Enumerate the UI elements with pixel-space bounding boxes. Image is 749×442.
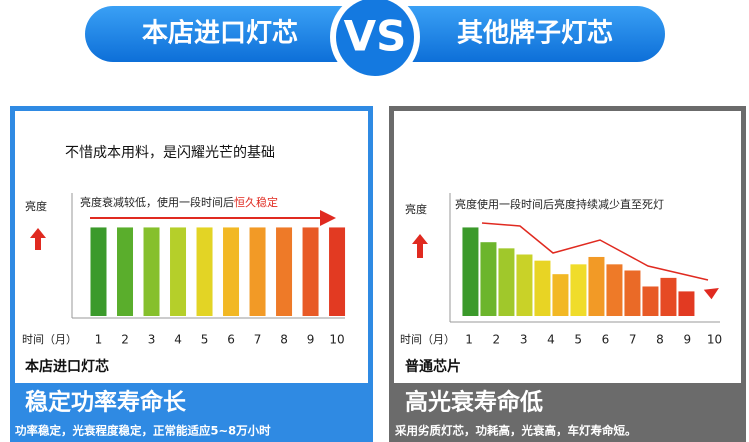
- x-tick-label: 8: [656, 333, 664, 347]
- bar: [642, 286, 659, 316]
- bar: [606, 264, 623, 316]
- bar: [516, 254, 533, 316]
- bar: [552, 274, 569, 316]
- banner-sub: 功率稳定，光衰程度稳定，正常能适应5~8万小时: [15, 424, 271, 438]
- x-tick-label: 5: [201, 333, 209, 347]
- banner-sub: 采用劣质灯芯，功耗高，光衰高，车灯寿命短。: [394, 424, 637, 438]
- bar: [660, 277, 677, 316]
- bar: [588, 256, 605, 316]
- trend-head: [703, 288, 719, 300]
- bar: [329, 227, 346, 316]
- x-tick-label: 7: [254, 333, 262, 347]
- x-label: 时间（月）: [400, 333, 455, 346]
- x-tick-label: 8: [280, 333, 288, 347]
- bar: [143, 227, 160, 316]
- x-tick-label: 4: [174, 333, 182, 347]
- x-tick-label: 1: [465, 333, 473, 347]
- x-tick-label: 3: [520, 333, 528, 347]
- caption: 本店进口灯芯: [25, 358, 109, 375]
- x-tick-label: 10: [707, 333, 722, 347]
- banner-title: 高光衰寿命低: [405, 389, 543, 416]
- x-tick-label: 2: [121, 333, 129, 347]
- bar: [223, 227, 240, 316]
- bar: [462, 227, 479, 316]
- vs-text: VS: [344, 12, 407, 61]
- up-arrow: [412, 234, 428, 258]
- bar: [249, 227, 266, 316]
- right-panel: [389, 106, 746, 442]
- bar: [480, 242, 497, 316]
- x-label: 时间（月）: [22, 333, 77, 346]
- bar: [276, 227, 293, 316]
- bar: [534, 260, 551, 316]
- x-tick-label: 3: [148, 333, 156, 347]
- x-tick-label: 7: [629, 333, 637, 347]
- x-tick-label: 6: [227, 333, 235, 347]
- header-left: 本店进口灯芯: [142, 19, 298, 49]
- y-label: 亮度: [405, 202, 427, 216]
- header-right: 其他牌子灯芯: [457, 18, 613, 49]
- bar: [498, 248, 515, 316]
- left-panel: [10, 106, 373, 442]
- left-banner: [10, 383, 373, 442]
- annotation: 亮度衰减较低，使用一段时间后恒久稳定: [80, 195, 278, 209]
- bar: [570, 264, 587, 316]
- annotation-part: 亮度使用一段时间后亮度持续减少直至死灯: [455, 197, 664, 211]
- bar: [302, 227, 319, 316]
- annotation-part: 恒久稳定: [234, 195, 278, 209]
- x-tick-label: 4: [547, 333, 555, 347]
- right-banner: [389, 383, 746, 442]
- x-tick-label: 2: [493, 333, 501, 347]
- vs-circle: [336, 0, 414, 76]
- chart-title: 不惜成本用料，是闪耀光芒的基础: [65, 144, 275, 161]
- x-tick-label: 10: [329, 333, 344, 347]
- x-tick-label: 1: [95, 333, 103, 347]
- annotation: 亮度使用一段时间后亮度持续减少直至死灯: [455, 197, 664, 211]
- bar: [624, 270, 641, 316]
- bar: [170, 227, 187, 316]
- banner-title: 稳定功率寿命长: [25, 389, 187, 416]
- x-tick-label: 9: [683, 333, 691, 347]
- y-label: 亮度: [25, 199, 47, 213]
- bar: [678, 291, 695, 316]
- bar: [196, 227, 213, 316]
- annotation-part: 亮度衰减较低，使用一段时间后: [80, 195, 234, 209]
- x-tick-label: 6: [602, 333, 610, 347]
- x-tick-label: 5: [574, 333, 582, 347]
- up-arrow: [30, 228, 46, 250]
- caption: 普通芯片: [405, 358, 461, 375]
- bar: [90, 227, 107, 316]
- x-tick-label: 9: [307, 333, 315, 347]
- trend-line: [481, 222, 709, 281]
- bar: [117, 227, 134, 316]
